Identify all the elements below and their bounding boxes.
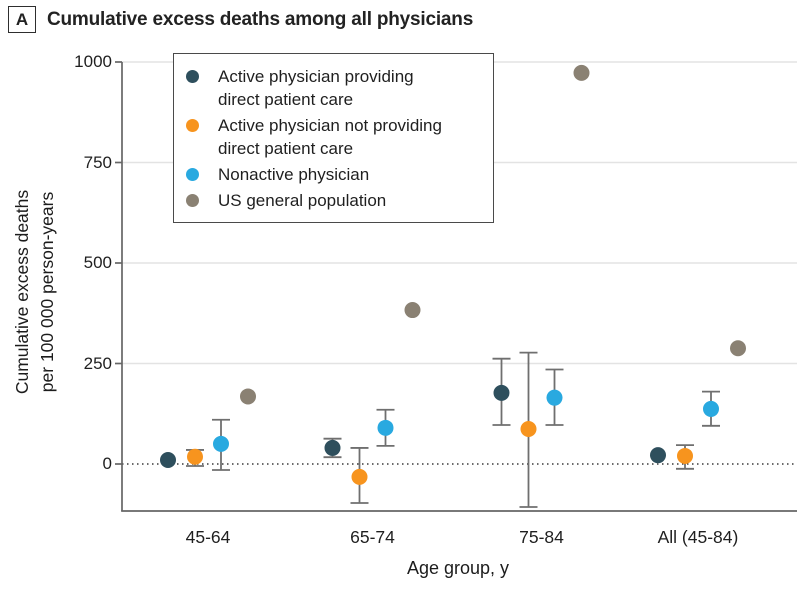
y-tick-label-750: 750 [83, 152, 112, 172]
y-tick-label-500: 500 [83, 253, 112, 272]
legend-item-us-general-population: US general population [186, 189, 485, 212]
x-axis-title: Age group, y [406, 558, 510, 578]
data-point-series1-group0 [187, 448, 203, 465]
legend-label: Nonactive physician [218, 165, 370, 184]
data-point-series1-group2 [520, 421, 537, 438]
y-tick-label-1000: 1000 [74, 52, 112, 71]
legend-marker-us-general-population-icon [186, 194, 199, 207]
y-tick-label-250: 250 [83, 353, 112, 373]
data-point-series0-group0 [160, 451, 176, 468]
legend-label: Active physician providing direct patien… [218, 67, 414, 109]
legend-marker-active-not-direct-care-icon [186, 119, 199, 132]
legend-marker-active-direct-care-icon [186, 70, 199, 83]
data-point-series1-group3 [677, 447, 693, 464]
data-point-series2-group0 [213, 435, 229, 452]
data-point-series3-group3 [730, 340, 746, 357]
y-axis-title: Cumulative excess deaths per 100 000 per… [12, 189, 57, 395]
data-point-series3-group2 [573, 64, 590, 81]
data-point-series3-group0 [240, 388, 256, 405]
x-category-75-84: 75-84 [519, 527, 564, 547]
legend-label: US general population [218, 191, 387, 210]
data-point-series0-group1 [324, 439, 341, 456]
legend-item-nonactive: Nonactive physician [186, 163, 485, 186]
data-point-series0-group3 [650, 447, 666, 464]
legend-item-active-direct-care: Active physician providing direct patien… [186, 65, 485, 111]
x-category-65-74: 65-74 [350, 527, 395, 547]
y-tick-label-0: 0 [102, 454, 112, 473]
x-category-all: All (45-84) [657, 527, 739, 547]
legend: Active physician providing direct patien… [173, 53, 494, 223]
chart-title: Cumulative excess deaths among all physi… [47, 9, 474, 30]
legend-item-active-not-direct-care: Active physician not providing direct pa… [186, 114, 485, 160]
legend-label: Active physician not providing direct pa… [218, 116, 442, 158]
data-point-series1-group1 [351, 468, 368, 485]
data-point-series0-group2 [493, 384, 510, 401]
data-point-series2-group2 [546, 389, 563, 406]
data-point-series2-group1 [377, 419, 394, 436]
x-category-45-64: 45-64 [185, 527, 231, 547]
panel-letter: A [8, 6, 36, 33]
data-point-series2-group3 [703, 400, 719, 417]
data-point-series3-group1 [404, 302, 421, 319]
legend-marker-nonactive-icon [186, 168, 199, 181]
